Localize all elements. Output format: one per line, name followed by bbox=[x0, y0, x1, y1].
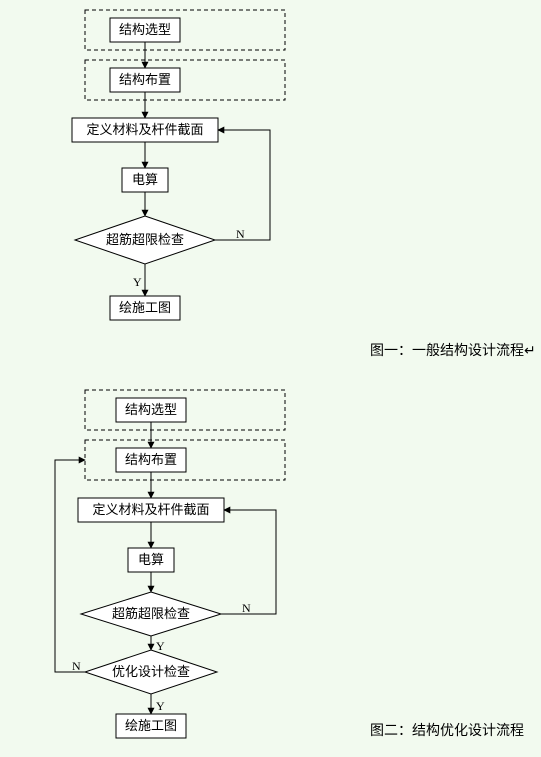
node-label: 定义材料及杆件截面 bbox=[86, 122, 203, 137]
edge-7 bbox=[55, 460, 85, 672]
caption-fig1: 图一：一般结构设计流程↵ bbox=[370, 343, 536, 359]
node-label: 电算 bbox=[138, 552, 164, 567]
edge-label: N bbox=[242, 601, 251, 615]
edge-label: N bbox=[236, 227, 245, 241]
node-label: 优化设计检查 bbox=[112, 664, 190, 679]
node-label: 超筋超限检查 bbox=[112, 606, 190, 621]
node-label: 电算 bbox=[132, 172, 158, 187]
edge-5 bbox=[215, 130, 270, 240]
edge-label: N bbox=[72, 659, 81, 673]
edge-label: Y bbox=[133, 275, 142, 289]
node-label: 超筋超限检查 bbox=[106, 232, 184, 247]
node-label: 结构布置 bbox=[119, 72, 171, 87]
edge-label: Y bbox=[156, 699, 165, 713]
edge-label: Y bbox=[156, 639, 165, 653]
diagram-canvas: YN结构选型结构布置定义材料及杆件截面电算超筋超限检查绘施工图YYNN结构选型结… bbox=[0, 0, 541, 757]
flowchart: Y Y N N 结构选型结构布置定义材料及杆件截面电算超筋超限检查优化设计检查绘施工图 bbox=[55, 390, 285, 738]
node-label: 定义材料及杆件截面 bbox=[92, 502, 209, 517]
caption-fig2: 图二：结构优化设计流程 bbox=[370, 723, 524, 739]
node-label: 绘施工图 bbox=[119, 300, 171, 315]
flowchart: Y N 结构选型结构布置定义材料及杆件截面电算超筋超限检查绘施工图 bbox=[72, 10, 285, 320]
node-label: 绘施工图 bbox=[125, 718, 177, 733]
edge-6 bbox=[221, 510, 276, 614]
node-label: 结构选型 bbox=[119, 22, 171, 37]
node-label: 结构布置 bbox=[125, 452, 177, 467]
node-label: 结构选型 bbox=[125, 402, 177, 417]
